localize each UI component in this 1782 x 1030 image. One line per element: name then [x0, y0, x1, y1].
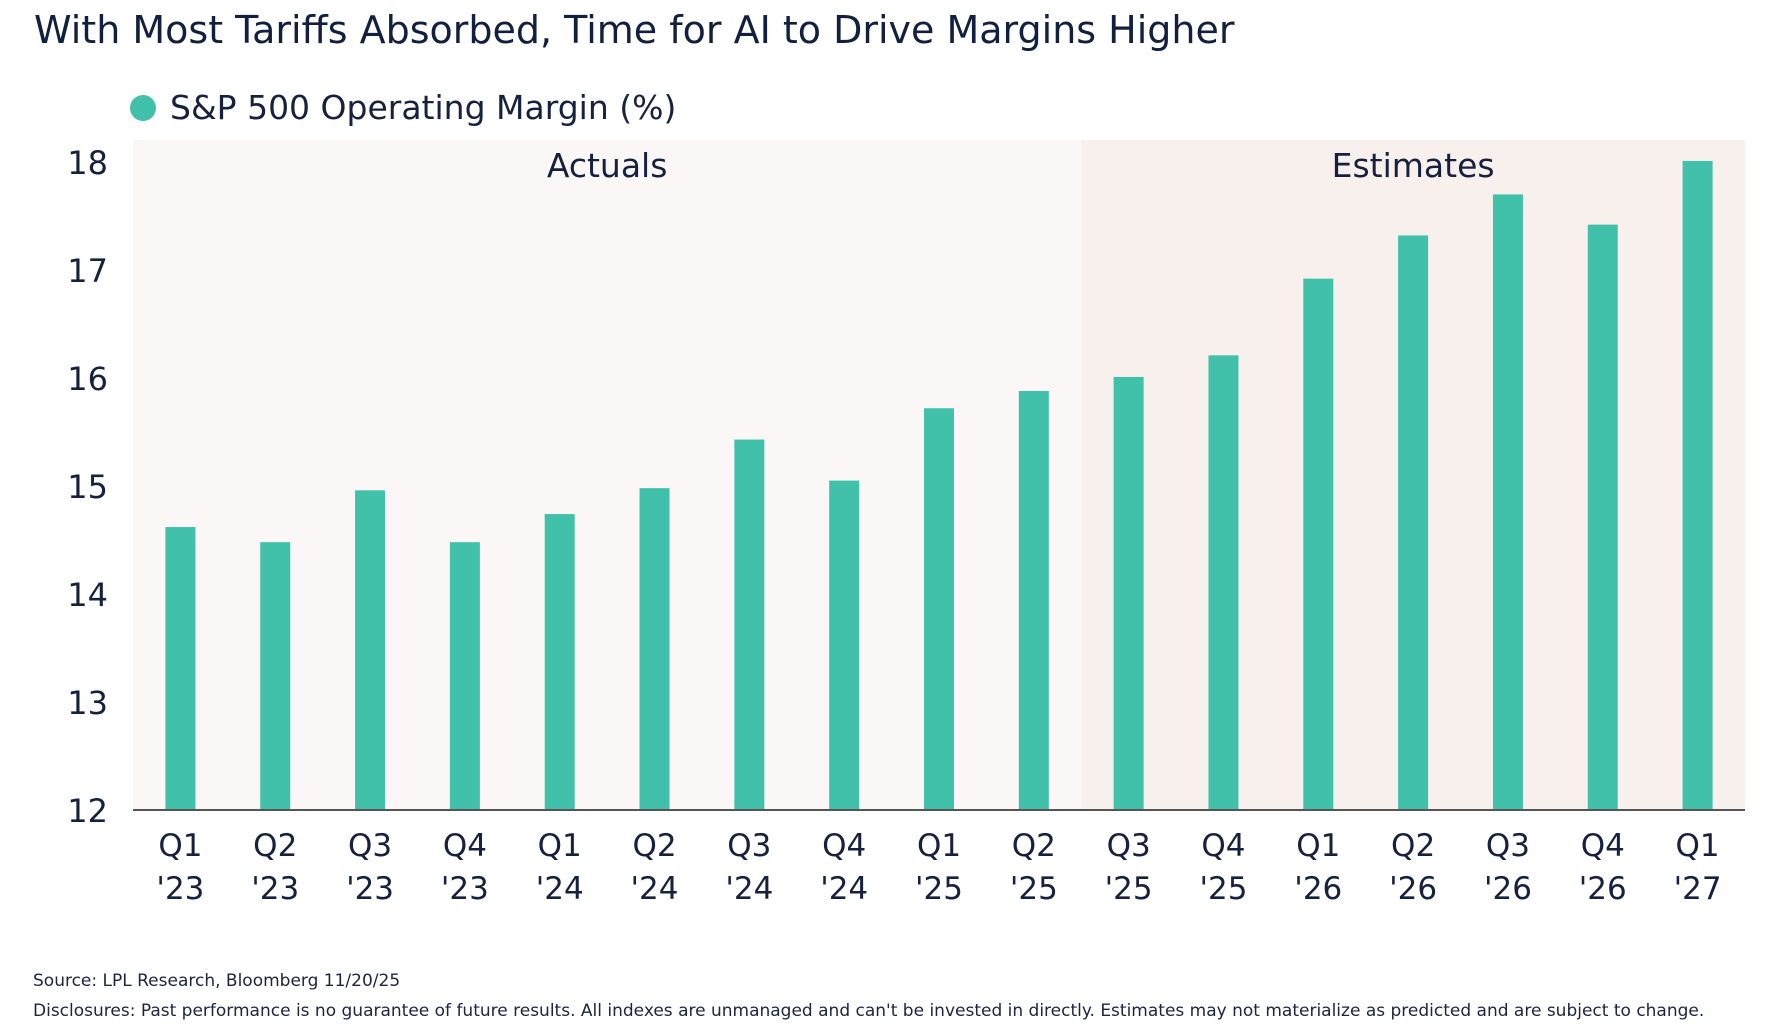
y-axis: 12 13 14 15 16 17 18 — [67, 144, 108, 830]
bar — [1208, 355, 1239, 810]
legend-label: S&P 500 Operating Margin (%) — [170, 88, 677, 127]
x-tick-label: Q1'27 — [1674, 828, 1722, 907]
bar — [829, 480, 860, 810]
bar — [1113, 376, 1144, 810]
bar — [1303, 278, 1334, 810]
bar — [1682, 160, 1713, 811]
legend-swatch — [130, 94, 156, 121]
bars — [165, 160, 1713, 811]
bar — [734, 439, 765, 810]
bar — [355, 490, 386, 810]
x-tick-label: Q3'24 — [725, 828, 773, 907]
region-band-actuals — [133, 140, 1082, 810]
bar — [639, 488, 670, 810]
y-tick-label: 14 — [67, 576, 108, 614]
legend: S&P 500 Operating Margin (%) — [130, 88, 676, 127]
y-tick-label: 18 — [67, 144, 108, 182]
x-tick-label: Q1'26 — [1294, 828, 1342, 907]
bar — [165, 527, 196, 810]
x-tick-label: Q2'24 — [631, 828, 679, 907]
y-tick-label: 12 — [67, 792, 108, 830]
x-tick-label: Q2'26 — [1389, 828, 1437, 907]
x-tick-label: Q4'23 — [441, 828, 489, 907]
x-axis: Q1'23 Q2'23 Q3'23 Q4'23 Q1'24 Q2'24 Q3'24 Q4'24… — [133, 809, 1745, 907]
x-tick-label: Q2'25 — [1010, 828, 1058, 907]
bar — [1398, 235, 1429, 810]
x-tick-label: Q4'26 — [1579, 828, 1627, 907]
bar-chart: Actuals Estimates 12 13 14 15 16 17 18 Q1'23 Q2 '… — [67, 140, 1745, 907]
x-tick-label: Q4'24 — [820, 828, 868, 907]
bar — [449, 542, 480, 810]
bar — [1492, 194, 1523, 810]
bar — [1587, 224, 1618, 810]
y-tick-label: 17 — [67, 252, 108, 290]
x-tick-label: Q3'25 — [1105, 828, 1153, 907]
bar — [1018, 390, 1049, 810]
x-tick-label: Q4'25 — [1199, 828, 1247, 907]
x-tick-label: Q1'24 — [536, 828, 584, 907]
footnotes: Source: LPL Research, Bloomberg 11/20/25… — [33, 966, 1704, 1026]
y-tick-label: 13 — [67, 684, 108, 722]
disclosures-note: Disclosures: Past performance is no guar… — [33, 1001, 1705, 1021]
x-tick-label: Q3'23 — [346, 828, 394, 907]
x-tick-label: Q1'25 — [915, 828, 963, 907]
bar — [544, 514, 575, 810]
chart-title: With Most Tariffs Absorbed, Time for AI … — [34, 8, 1235, 52]
x-tick-label: Q2'23 — [251, 828, 299, 907]
y-tick-label: 15 — [67, 468, 108, 506]
x-tick-label: Q3'26 — [1484, 828, 1532, 907]
region-label-actuals: Actuals — [547, 146, 668, 185]
region-label-estimates: Estimates — [1332, 146, 1495, 185]
source-note: Source: LPL Research, Bloomberg 11/20/25 — [33, 971, 401, 991]
x-tick-label: Q1'23 — [156, 828, 204, 907]
y-tick-label: 16 — [67, 360, 108, 398]
bar — [260, 542, 291, 810]
bar — [924, 408, 954, 810]
